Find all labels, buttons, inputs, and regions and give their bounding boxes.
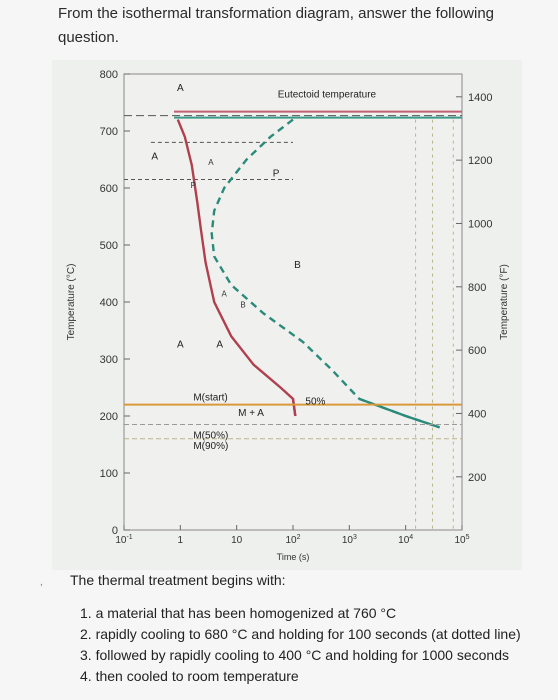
question-text: From the isothermal transformation diagr… bbox=[58, 5, 495, 46]
isothermal-transformation-diagram: 0 100 200 300 400 500 600 700 800 200 400 600 800 100… bbox=[52, 60, 522, 570]
region-label: A bbox=[151, 152, 158, 163]
x-axis-label: Time (s) bbox=[277, 552, 310, 562]
transformation-50-curve bbox=[210, 118, 440, 429]
step-3: 3. followed by rapidly cooling to 400 °C… bbox=[80, 647, 509, 663]
y2-tick-label: 200 bbox=[468, 472, 486, 484]
region-label: A bbox=[216, 340, 223, 351]
step-1: 1. a material that has been homogenized … bbox=[80, 605, 397, 621]
eutectoid-label: Eutectoid temperature bbox=[278, 90, 377, 101]
x-tick-label: 10-1 bbox=[115, 534, 132, 546]
x-tick-label: 103 bbox=[342, 534, 357, 546]
x-tick-label: 104 bbox=[398, 534, 413, 546]
martensite-label-2: M(90%) bbox=[193, 441, 228, 452]
curve-end bbox=[291, 398, 297, 417]
y-tick-label: 600 bbox=[100, 183, 118, 195]
treatment-steps: The thermal treatment begins with: 1. a … bbox=[70, 570, 550, 687]
y-tick-label: 400 bbox=[100, 297, 118, 309]
step-4: 4. then cooled to room temperature bbox=[80, 668, 299, 684]
region-label: 50% bbox=[305, 397, 325, 408]
y-tick-label: 0 bbox=[112, 525, 118, 537]
y-tick-label: 500 bbox=[100, 240, 118, 252]
y-tick-label: 700 bbox=[100, 126, 118, 138]
chart-svg: 0 100 200 300 400 500 600 700 800 200 400 600 800 100… bbox=[66, 69, 510, 562]
x-tick-label: 102 bbox=[285, 534, 300, 546]
x-tick-label: 105 bbox=[454, 534, 469, 546]
y2-axis-label: Temperature (°F) bbox=[499, 264, 510, 340]
martensite-label-0: M(start) bbox=[193, 393, 227, 404]
martensite-label-1: M(50%) bbox=[193, 431, 228, 442]
region-label: A bbox=[177, 83, 184, 94]
plot-frame bbox=[123, 73, 463, 531]
steps-intro: The thermal treatment begins with: bbox=[70, 572, 286, 588]
x-tick-label: 1 bbox=[178, 535, 184, 546]
region-label: A bbox=[177, 340, 184, 351]
y2-tick-label: 600 bbox=[468, 345, 486, 357]
y2-tick-label: 1000 bbox=[468, 218, 492, 230]
y-tick-label: 200 bbox=[100, 411, 118, 423]
curve-mark: B bbox=[240, 301, 245, 310]
y2-tick-label: 1400 bbox=[468, 92, 492, 104]
curve-mark: A bbox=[221, 289, 227, 298]
y-tick-label: 800 bbox=[100, 69, 118, 81]
side-mark: , bbox=[40, 577, 43, 588]
curve-mark: P bbox=[191, 181, 196, 190]
region-label: M + A bbox=[238, 408, 264, 419]
region-label: B bbox=[294, 260, 301, 271]
steps-list: 1. a material that has been homogenized … bbox=[70, 603, 550, 687]
y2-tick-label: 1200 bbox=[468, 155, 492, 167]
region-label: P bbox=[273, 169, 280, 180]
y2-tick-label: 800 bbox=[468, 282, 486, 294]
y2-tick-label: 400 bbox=[468, 408, 486, 420]
y-axis-label: Temperature (°C) bbox=[66, 264, 77, 341]
x-tick-label: 10 bbox=[231, 535, 243, 546]
curve-mark: A bbox=[208, 158, 214, 167]
transformation-start-curve bbox=[176, 119, 297, 417]
step-2: 2. rapidly cooling to 680 °C and holding… bbox=[80, 626, 521, 642]
y-tick-label: 100 bbox=[100, 468, 118, 480]
y-tick-label: 300 bbox=[100, 354, 118, 366]
